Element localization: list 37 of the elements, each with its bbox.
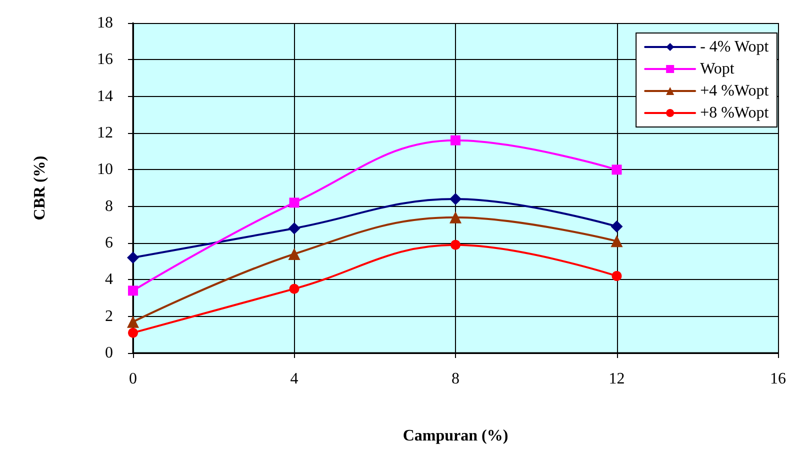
point [127,252,139,264]
point [288,222,300,234]
x-tick-label: 4 [290,370,298,388]
legend-label: - 4% Wopt [700,38,770,56]
y-tick-label: 12 [97,124,113,142]
y-tick-label: 10 [97,161,113,178]
point [127,316,139,328]
point [610,220,623,232]
x-tick-label: 12 [608,370,625,388]
point [450,135,460,146]
point [612,271,622,281]
y-tick-label: 6 [105,234,113,252]
x-tick-label: 0 [129,370,137,388]
x-tick-label: 16 [770,370,786,388]
y-tick-label: 4 [105,271,113,288]
legend-label: Wopt [700,60,735,78]
x-axis-title: Campuran (%) [402,428,508,444]
point [450,240,460,250]
legend-label: +8 %Wopt [700,104,770,122]
y-tick-label: 0 [105,344,113,362]
point [612,164,622,175]
y-tick-label: 14 [97,88,113,105]
point [128,328,138,338]
point [450,211,462,224]
point [289,198,300,208]
point [450,193,462,205]
legend-label: +4 %Wopt [700,82,770,100]
y-tick-label: 2 [105,308,113,325]
y-tick-label: 8 [105,198,113,215]
point [610,235,623,248]
point [289,284,300,294]
point [288,248,300,260]
y-tick-label: 18 [97,14,113,32]
y-axis-title: CBR (%) [32,156,48,220]
point [128,286,138,296]
y-tick-label: 16 [97,51,113,68]
x-tick-label: 8 [452,370,460,388]
